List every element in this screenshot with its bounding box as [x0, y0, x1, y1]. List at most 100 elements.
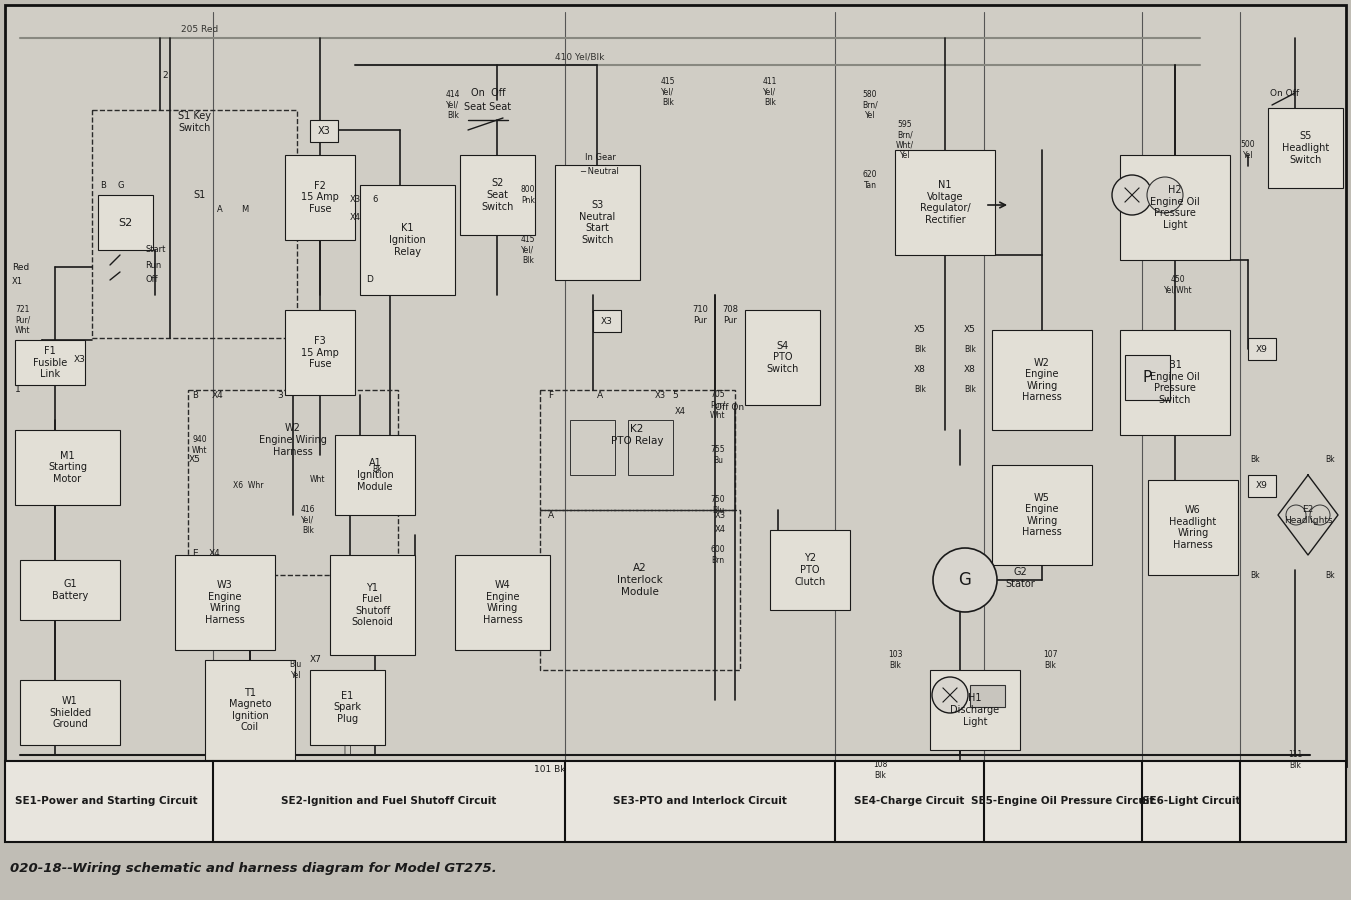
- Text: S2: S2: [119, 218, 132, 228]
- Text: 411
Yel/
Blk: 411 Yel/ Blk: [763, 77, 777, 107]
- Text: A1
Ignition
Module: A1 Ignition Module: [357, 458, 393, 491]
- Text: Bk: Bk: [1250, 571, 1260, 580]
- Text: On  Off: On Off: [470, 88, 505, 98]
- Text: W2
Engine Wiring
Harness: W2 Engine Wiring Harness: [259, 423, 327, 456]
- Text: X4: X4: [209, 548, 220, 557]
- Bar: [1120, 330, 1229, 435]
- Text: T1
Magneto
Ignition
Coil: T1 Magneto Ignition Coil: [228, 688, 272, 733]
- Circle shape: [1147, 177, 1183, 213]
- Text: Red: Red: [12, 263, 30, 272]
- Text: 111
Blk: 111 Blk: [1288, 751, 1302, 770]
- Text: 580
Brn/
Yel: 580 Brn/ Yel: [862, 90, 878, 120]
- Text: X4: X4: [674, 408, 685, 417]
- Bar: [20, 680, 120, 745]
- Circle shape: [1112, 175, 1152, 215]
- Text: SE4-Charge Circuit: SE4-Charge Circuit: [854, 796, 965, 806]
- Text: F2
15 Amp
Fuse: F2 15 Amp Fuse: [301, 181, 339, 214]
- Text: 415
Yel/
Blk: 415 Yel/ Blk: [520, 235, 535, 265]
- Text: Y2
PTO
Clutch: Y2 PTO Clutch: [794, 554, 825, 587]
- Bar: [570, 420, 615, 475]
- Text: H2
Engine Oil
Pressure
Light: H2 Engine Oil Pressure Light: [1150, 185, 1200, 230]
- Text: F3
15 Amp
Fuse: F3 15 Amp Fuse: [301, 336, 339, 369]
- Text: X5: X5: [915, 326, 925, 335]
- Text: 450
Yel/Wht: 450 Yel/Wht: [1163, 275, 1193, 294]
- Text: 020-18--Wiring schematic and harness diagram for Model GT275.: 020-18--Wiring schematic and harness dia…: [9, 862, 497, 875]
- Text: Wht: Wht: [309, 475, 326, 484]
- Text: S1 Key
Switch: S1 Key Switch: [178, 112, 212, 133]
- Text: Seat Seat: Seat Seat: [465, 102, 512, 112]
- Text: 705
Pur/
Wht: 705 Pur/ Wht: [711, 390, 725, 420]
- Text: 108
Blk: 108 Blk: [873, 760, 888, 779]
- Bar: [1248, 475, 1275, 497]
- Text: X3: X3: [715, 510, 725, 519]
- Text: 6: 6: [373, 195, 378, 204]
- Text: P: P: [1143, 370, 1152, 385]
- Text: 500
Yel: 500 Yel: [1240, 140, 1255, 159]
- Bar: [335, 435, 415, 515]
- Text: 410 Yel/Blk: 410 Yel/Blk: [555, 52, 605, 61]
- Text: Start: Start: [145, 246, 165, 255]
- Text: 415
Yel/
Blk: 415 Yel/ Blk: [661, 77, 676, 107]
- Text: W6
Headlight
Wiring
Harness: W6 Headlight Wiring Harness: [1170, 505, 1217, 550]
- Text: X3: X3: [601, 317, 613, 326]
- Text: E2
Headlights: E2 Headlights: [1283, 505, 1332, 525]
- Text: 710
Pur: 710 Pur: [692, 305, 708, 325]
- Bar: [15, 430, 120, 505]
- Text: M: M: [242, 205, 249, 214]
- Text: Y1
Fuel
Shutoff
Solenoid: Y1 Fuel Shutoff Solenoid: [351, 582, 393, 627]
- Bar: [205, 660, 295, 760]
- Text: 721
Pur/
Wht: 721 Pur/ Wht: [15, 305, 31, 335]
- Text: ⏚: ⏚: [343, 743, 351, 757]
- Text: X5: X5: [965, 326, 975, 335]
- Bar: [8, 8, 1343, 755]
- Bar: [555, 165, 640, 280]
- Text: X3: X3: [317, 126, 331, 136]
- Bar: [15, 340, 85, 385]
- Text: X4: X4: [350, 213, 361, 222]
- Text: Bk: Bk: [1325, 571, 1335, 580]
- Text: Blk: Blk: [915, 385, 925, 394]
- Text: A: A: [549, 510, 554, 519]
- Bar: [1148, 480, 1238, 575]
- Bar: [929, 670, 1020, 750]
- Text: X6  Whr: X6 Whr: [232, 481, 263, 490]
- Text: G1
Battery: G1 Battery: [51, 580, 88, 601]
- Bar: [188, 390, 399, 575]
- Text: A: A: [218, 205, 223, 214]
- Text: 103
Blk: 103 Blk: [888, 651, 902, 670]
- Text: G: G: [118, 181, 124, 190]
- Text: 750
Blu: 750 Blu: [711, 495, 725, 515]
- Text: X3: X3: [74, 356, 86, 364]
- Text: In Gear: In Gear: [585, 154, 616, 163]
- Bar: [455, 555, 550, 650]
- Text: Bk: Bk: [1325, 455, 1335, 464]
- Text: W2
Engine
Wiring
Harness: W2 Engine Wiring Harness: [1023, 357, 1062, 402]
- Text: F: F: [549, 391, 553, 400]
- Text: X7: X7: [309, 655, 322, 664]
- Text: X8: X8: [915, 365, 925, 374]
- Bar: [5, 5, 1346, 766]
- Text: N1
Voltage
Regulator/
Rectifier: N1 Voltage Regulator/ Rectifier: [920, 180, 970, 225]
- Text: S4
PTO
Switch: S4 PTO Switch: [766, 341, 798, 374]
- Bar: [176, 555, 276, 650]
- Text: 600
Brn: 600 Brn: [711, 545, 725, 564]
- Bar: [1248, 338, 1275, 360]
- Text: SE6-Light Circuit: SE6-Light Circuit: [1142, 796, 1240, 806]
- Bar: [770, 530, 850, 610]
- Text: 414
Yel/
Blk: 414 Yel/ Blk: [446, 90, 461, 120]
- Bar: [459, 155, 535, 235]
- Text: F1
Fusible
Link: F1 Fusible Link: [32, 346, 68, 379]
- Text: E: E: [192, 548, 197, 557]
- Text: 416
Yel/
Blk: 416 Yel/ Blk: [300, 505, 315, 535]
- Text: Bk: Bk: [372, 465, 381, 474]
- Text: SE5-Engine Oil Pressure Circuit: SE5-Engine Oil Pressure Circuit: [971, 796, 1154, 806]
- Text: X9: X9: [1256, 482, 1269, 490]
- Text: 1: 1: [15, 385, 20, 394]
- Text: S1: S1: [195, 190, 207, 200]
- Text: K1
Ignition
Relay: K1 Ignition Relay: [389, 223, 426, 256]
- Text: B: B: [100, 181, 105, 190]
- Text: G: G: [959, 571, 971, 589]
- Text: 107
Blk: 107 Blk: [1043, 651, 1058, 670]
- Bar: [309, 670, 385, 745]
- Text: 755
Bu: 755 Bu: [711, 446, 725, 464]
